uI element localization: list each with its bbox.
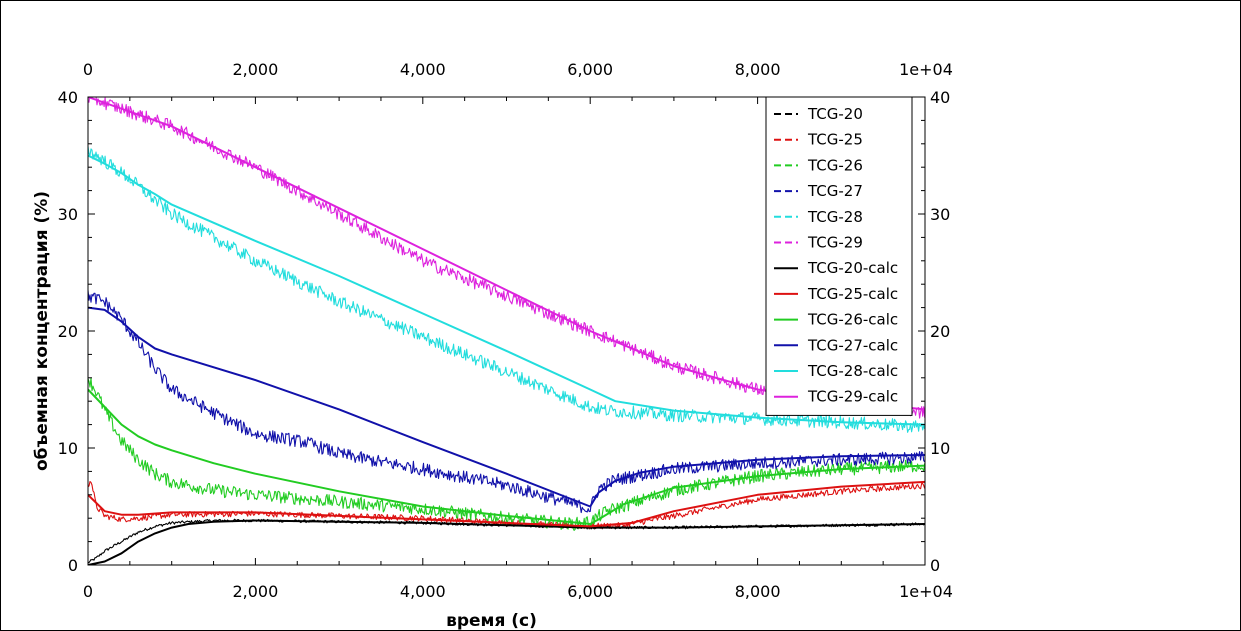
legend-label-tcg-28: TCG-28 — [807, 208, 863, 226]
legend-label-tcg-29: TCG-29 — [807, 234, 863, 252]
y2-tick-label: 10 — [930, 439, 950, 458]
y2-tick-label: 30 — [930, 205, 950, 224]
x-axis-title: время (с) — [446, 611, 537, 631]
y-tick-label: 20 — [58, 322, 78, 341]
y-axis-title: объемная концентрация (%) — [32, 191, 52, 471]
legend-label-tcg-20-calc: TCG-20-calc — [807, 259, 898, 277]
x-tick-label: 1e+04 — [899, 582, 953, 601]
y-tick-label: 0 — [68, 556, 78, 575]
x-tick-label-top: 6,000 — [567, 60, 613, 79]
legend-label-tcg-25-calc: TCG-25-calc — [807, 285, 898, 303]
legend-label-tcg-26-calc: TCG-26-calc — [807, 311, 898, 329]
legend-label-tcg-26: TCG-26 — [807, 156, 863, 174]
series-line-tcg-25-calc — [88, 480, 925, 528]
legend-label-tcg-27-calc: TCG-27-calc — [807, 336, 898, 354]
legend-box — [765, 96, 913, 416]
legend-label-tcg-27: TCG-27 — [807, 182, 863, 200]
y2-tick-label: 40 — [930, 88, 950, 107]
x-tick-label-top: 1e+04 — [899, 60, 953, 79]
x-tick-label-top: 8,000 — [735, 60, 781, 79]
x-tick-label-top: 4,000 — [400, 60, 446, 79]
x-tick-label: 0 — [83, 582, 93, 601]
x-tick-label: 2,000 — [232, 582, 278, 601]
y2-tick-label: 0 — [930, 556, 940, 575]
y-tick-label: 30 — [58, 205, 78, 224]
y-tick-label: 40 — [58, 88, 78, 107]
series-line-tcg-26-calc — [88, 388, 925, 525]
series-line-tcg-27 — [88, 290, 925, 514]
x-tick-label: 4,000 — [400, 582, 446, 601]
legend-label-tcg-20: TCG-20 — [807, 105, 863, 123]
y2-tick-label: 20 — [930, 322, 950, 341]
series-line-tcg-28 — [88, 146, 925, 433]
x-tick-label-top: 0 — [83, 60, 93, 79]
legend: TCG-20 TCG-25 TCG-26 TCG-27 TCG-28 TCG-29 TCG-… — [765, 96, 913, 416]
legend-label-tcg-25: TCG-25 — [807, 131, 863, 149]
x-tick-label: 8,000 — [735, 582, 781, 601]
series-line-tcg-27-calc — [88, 306, 925, 508]
x-tick-label: 6,000 — [567, 582, 613, 601]
series-line-tcg-20-calc — [88, 519, 925, 565]
series-line-tcg-28-calc — [88, 154, 925, 426]
legend-label-tcg-29-calc: TCG-29-calc — [807, 388, 898, 406]
y-tick-label: 10 — [58, 439, 78, 458]
legend-label-tcg-28-calc: TCG-28-calc — [807, 362, 898, 380]
x-tick-label-top: 2,000 — [232, 60, 278, 79]
